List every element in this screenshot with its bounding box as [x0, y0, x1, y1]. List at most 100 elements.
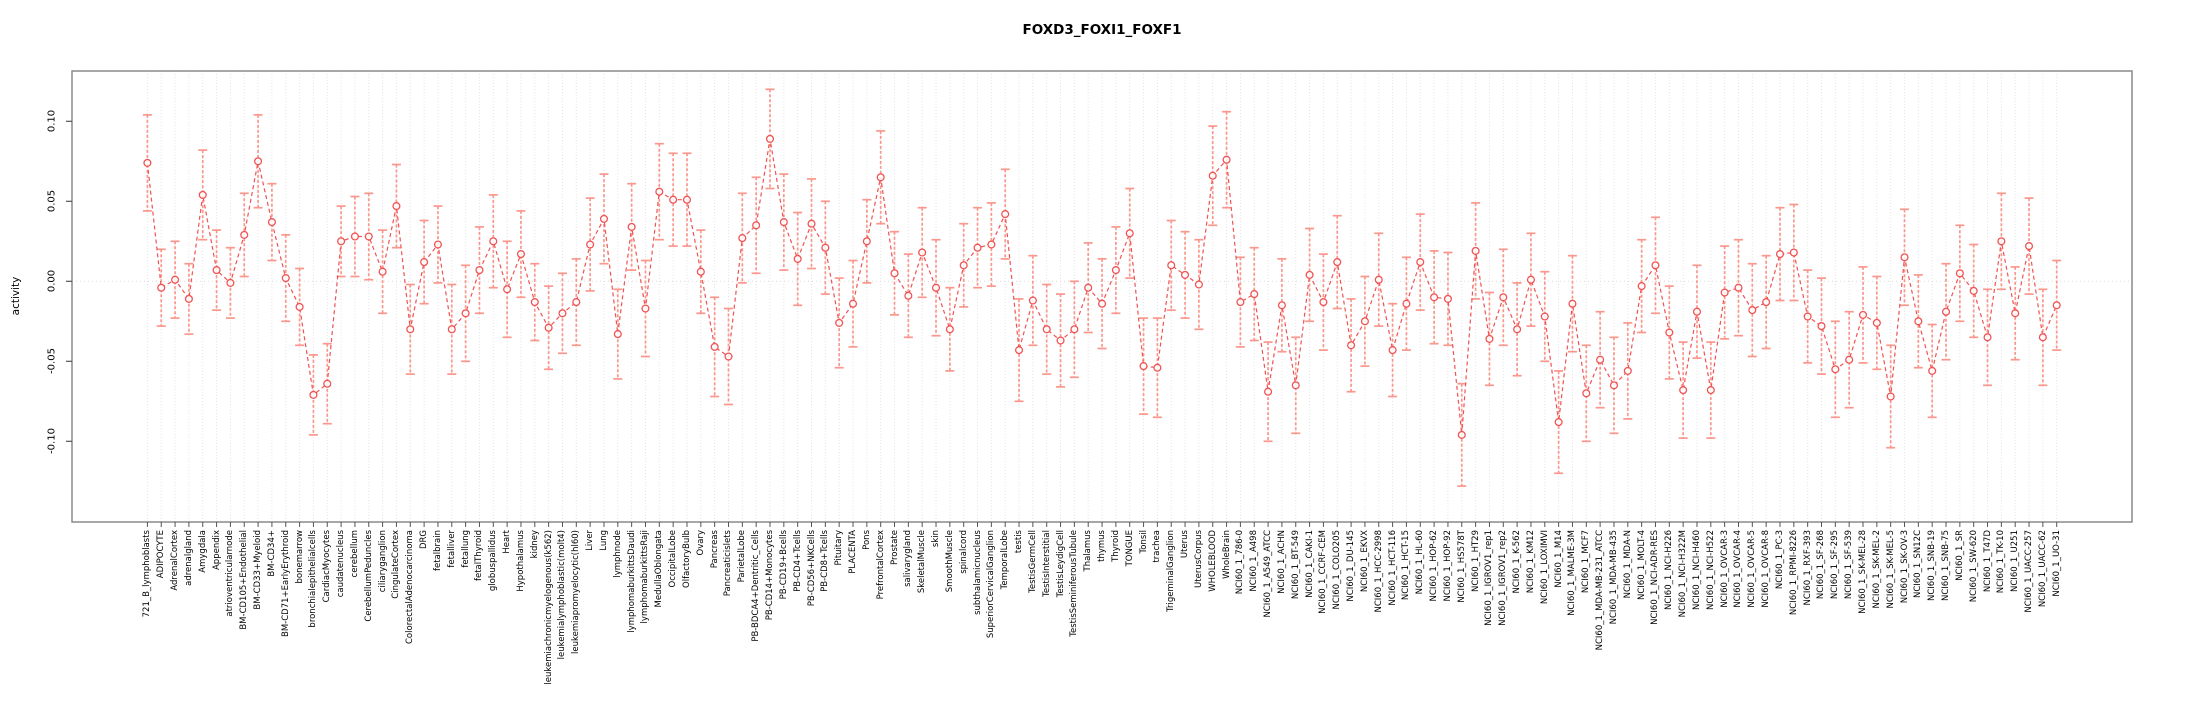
- x-tick-label: subthalamicnucleus: [972, 530, 983, 615]
- data-point: [226, 278, 235, 287]
- data-point: [1665, 328, 1674, 337]
- x-tick-label: TestisInterstitial: [1041, 530, 1052, 597]
- data-point: [1084, 283, 1093, 292]
- x-tick-label: NCI60_1_OVCAR-4: [1733, 530, 1744, 608]
- data-point: [503, 285, 512, 294]
- x-tick-label: NCI60_1_CAKI-1: [1304, 530, 1315, 598]
- data-point: [1941, 307, 1951, 316]
- x-tick-label: ParietalLobe: [737, 530, 748, 583]
- data-point: [406, 325, 415, 334]
- x-tick-label: CerebellumPeduncles: [363, 530, 374, 622]
- x-tick-label: NCI60_1_KM12: [1525, 530, 1536, 594]
- data-point: [641, 304, 650, 313]
- data-point: [1886, 392, 1895, 401]
- x-tick-label: NCI60_1_SR: [1954, 530, 1965, 581]
- data-point: [1997, 237, 2006, 246]
- data-point: [212, 266, 221, 275]
- x-tick-label: PB-BDCA4+Dentritic_Cells: [751, 530, 762, 642]
- x-tick-label: TestisSeminiferousTubule: [1069, 530, 1080, 637]
- x-tick-label: NCI60_1_LOXIMVI: [1539, 530, 1550, 605]
- x-tick-label: NCI60_1_HOP-92: [1442, 530, 1453, 602]
- data-point: [1692, 307, 1702, 316]
- x-tick-label: MedullaOblongata: [654, 530, 665, 608]
- data-point: [1430, 293, 1439, 302]
- x-tick-label: fetalThyroid: [474, 530, 485, 581]
- x-tick-label: UterusCorpus: [1193, 530, 1204, 588]
- data-point: [392, 202, 401, 211]
- x-tick-label: Pancreaticislets: [723, 530, 734, 597]
- x-tick-label: trachea: [1152, 530, 1163, 563]
- data-point: [1333, 258, 1342, 267]
- x-tick-label: bronchialepithelialcells: [308, 530, 319, 628]
- data-point: [1720, 288, 1729, 297]
- data-point: [1443, 294, 1452, 303]
- x-tick-label: NCI60_1_NCI-H322M: [1678, 530, 1689, 618]
- x-tick-label: fetalbrain: [432, 530, 443, 571]
- x-tick-label: 721_B_lymphoblasts: [142, 530, 153, 618]
- data-point: [835, 318, 844, 327]
- data-point: [1305, 270, 1314, 279]
- data-point: [1900, 253, 1909, 262]
- data-point: [1969, 286, 1978, 295]
- data-point: [1153, 363, 1162, 372]
- x-tick-label: NCI60_1_MDA-N: [1622, 530, 1633, 599]
- data-point: [1582, 389, 1591, 398]
- data-point: [1181, 270, 1190, 279]
- data-point: [143, 158, 152, 167]
- x-tick-label: TestisLeydigCell: [1055, 530, 1066, 598]
- data-point: [198, 190, 207, 199]
- x-tick-label: NCI60_1_PC-3: [1774, 530, 1785, 590]
- x-tick-label: NCI60_1_UO-31: [2051, 530, 2062, 597]
- x-tick-label: NCI60_1_IGROV1_rep2: [1498, 530, 1509, 626]
- data-point: [613, 330, 622, 339]
- data-point: [1540, 312, 1549, 321]
- data-point: [599, 214, 609, 223]
- x-tick-label: kidney: [529, 530, 540, 559]
- data-point: [1762, 298, 1771, 307]
- data-point: [1388, 346, 1397, 355]
- x-tick-label: NCI60_1_SNB-75: [1941, 530, 1952, 601]
- x-tick-label: PrefrontalCortex: [875, 530, 886, 600]
- x-tick-label: NCI60_1_OVCAR-8: [1761, 530, 1772, 608]
- data-point: [918, 248, 927, 257]
- data-point: [1845, 355, 1854, 364]
- data-point: [1914, 317, 1923, 326]
- x-tick-label: thymus: [1097, 530, 1108, 562]
- y-tick-label: 0.10: [46, 110, 58, 133]
- data-point: [2024, 242, 2034, 251]
- data-point: [1402, 299, 1411, 308]
- x-tick-label: testis: [1014, 530, 1025, 554]
- x-tick-label: NCI60_1_UACC-257: [2024, 530, 2035, 613]
- data-point: [1194, 280, 1203, 289]
- x-tick-label: BM-CD105+Endothelial: [239, 530, 250, 630]
- y-tick-label: 0.00: [46, 270, 58, 293]
- data-points: [143, 134, 2061, 439]
- data-point: [420, 258, 429, 267]
- data-point: [1250, 290, 1259, 299]
- data-point: [1609, 381, 1619, 390]
- data-point: [1028, 296, 1037, 305]
- data-point: [171, 275, 180, 284]
- data-point: [1789, 248, 1798, 257]
- data-point: [1111, 266, 1120, 275]
- data-point: [1817, 322, 1826, 331]
- data-point: [364, 232, 373, 241]
- data-point: [489, 237, 498, 246]
- x-tick-label: NCI60_1_RPMI-8226: [1788, 530, 1799, 616]
- data-point: [890, 269, 899, 278]
- data-point: [475, 266, 484, 275]
- data-point: [1831, 365, 1840, 374]
- data-point: [1347, 341, 1356, 350]
- data-point: [1679, 386, 1688, 395]
- x-tick-label: NCI60_1_K-562: [1512, 530, 1523, 594]
- data-point: [1748, 306, 1757, 315]
- x-tick-label: NCI60_1_DU-145: [1346, 530, 1357, 602]
- data-point: [1651, 261, 1660, 270]
- x-tick-label: PLACENTA: [848, 530, 858, 574]
- x-tick-label: NCI60_1_NCI-H522: [1705, 530, 1716, 611]
- data-point: [1928, 366, 1937, 375]
- x-tick-label: Ovary: [695, 530, 706, 556]
- data-point: [1056, 336, 1065, 345]
- x-tick-label: PB-CD8+Tcells: [820, 530, 831, 592]
